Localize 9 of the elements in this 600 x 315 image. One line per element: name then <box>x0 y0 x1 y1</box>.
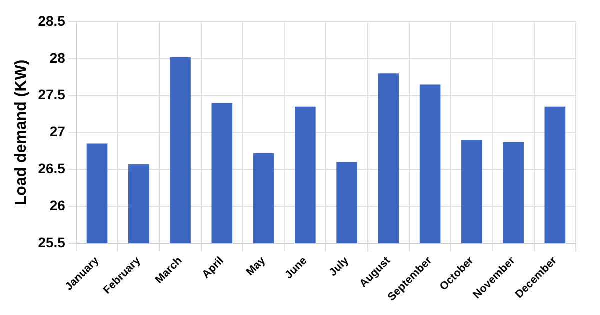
y-tick-label: 28.5 <box>38 12 66 29</box>
x-tick-label: July <box>327 254 352 279</box>
y-tick-label: 27.5 <box>38 86 66 103</box>
y-tick-label: 26 <box>50 197 66 214</box>
y-tick-label: 27 <box>50 124 66 140</box>
y-axis-title: Load demand (KW) <box>13 60 30 206</box>
y-tick-label: 25.5 <box>38 234 66 250</box>
y-tick-label: 28 <box>50 50 66 66</box>
y-tick-label: 26.5 <box>38 160 66 177</box>
